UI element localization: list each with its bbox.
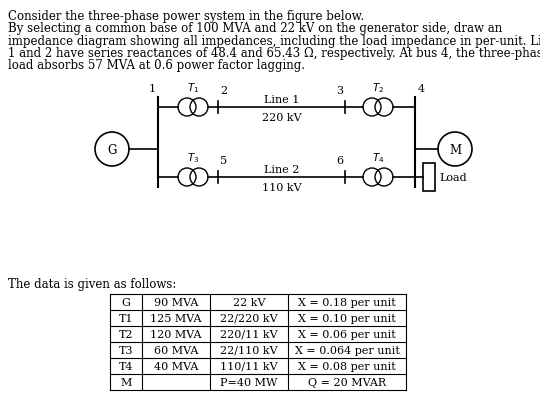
Text: 110/11 kV: 110/11 kV [220,361,278,371]
Bar [423,164,435,192]
Text: The data is given as follows:: The data is given as follows: [8,277,177,290]
Text: M: M [120,377,132,387]
Text: G: G [107,143,117,156]
Text: $T_2$: $T_2$ [372,81,384,95]
Text: X = 0.064 per unit: X = 0.064 per unit [294,345,400,355]
Text: load absorbs 57 MVA at 0.6 power factor lagging.: load absorbs 57 MVA at 0.6 power factor … [8,59,305,72]
Text: X = 0.08 per unit: X = 0.08 per unit [298,361,396,371]
Text: Line 2: Line 2 [264,165,299,175]
Text: X = 0.06 per unit: X = 0.06 per unit [298,329,396,339]
Text: $T_1$: $T_1$ [187,81,199,95]
Text: 220/11 kV: 220/11 kV [220,329,278,339]
Text: T1: T1 [119,313,133,323]
Text: Line 1: Line 1 [264,95,299,105]
Text: T4: T4 [119,361,133,371]
Text: X = 0.18 per unit: X = 0.18 per unit [298,297,396,307]
Text: 220 kV: 220 kV [262,113,301,123]
Text: Q = 20 MVAR: Q = 20 MVAR [308,377,386,387]
Text: $T_4$: $T_4$ [372,151,384,165]
Text: 110 kV: 110 kV [262,183,301,192]
Text: 22/110 kV: 22/110 kV [220,345,278,355]
Text: T3: T3 [119,345,133,355]
Text: 120 MVA: 120 MVA [150,329,202,339]
Text: 90 MVA: 90 MVA [154,297,198,307]
Text: T2: T2 [119,329,133,339]
Text: 4: 4 [417,84,424,94]
Text: Consider the three-phase power system in the figure below.: Consider the three-phase power system in… [8,10,364,23]
Text: 1: 1 [148,84,156,94]
Text: 3: 3 [336,86,343,96]
Text: Load: Load [439,173,467,183]
Text: 5: 5 [220,156,227,166]
Text: impedance diagram showing all impedances, including the load impedance in per-un: impedance diagram showing all impedances… [8,34,540,47]
Text: P=40 MW: P=40 MW [220,377,278,387]
Text: 40 MVA: 40 MVA [154,361,198,371]
Text: 6: 6 [336,156,343,166]
Text: 1 and 2 have series reactances of 48.4 and 65.43 Ω, respectively. At bus 4, the : 1 and 2 have series reactances of 48.4 a… [8,47,540,60]
Text: 22 kV: 22 kV [233,297,265,307]
Text: $T_3$: $T_3$ [187,151,199,165]
Text: X = 0.10 per unit: X = 0.10 per unit [298,313,396,323]
Text: 22/220 kV: 22/220 kV [220,313,278,323]
Text: By selecting a common base of 100 MVA and 22 kV on the generator side, draw an: By selecting a common base of 100 MVA an… [8,22,502,35]
Text: G: G [122,297,131,307]
Text: 2: 2 [220,86,227,96]
Text: 60 MVA: 60 MVA [154,345,198,355]
Text: 125 MVA: 125 MVA [150,313,202,323]
Text: M: M [449,143,461,156]
